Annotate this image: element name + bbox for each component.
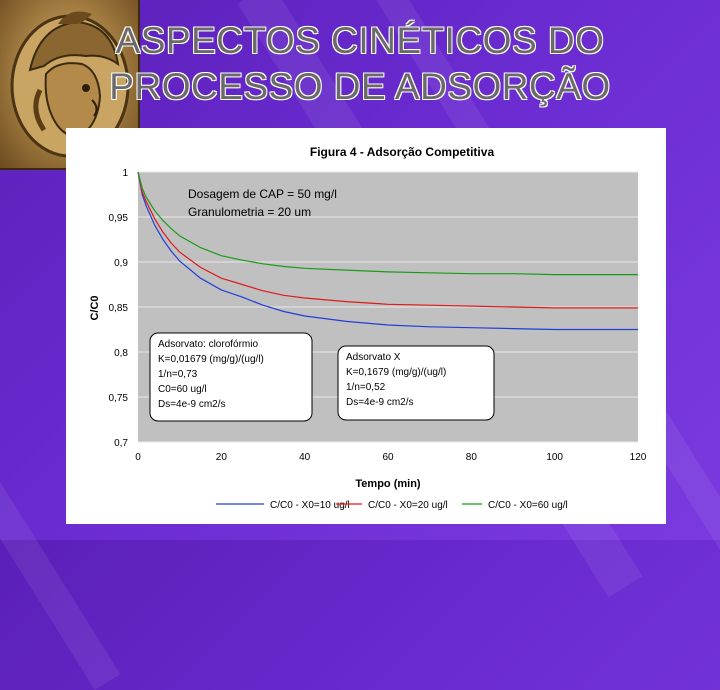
slide-title-line-1: ASPECTOS CINÉTICOS DO	[115, 20, 605, 61]
x-tick-label: 120	[630, 452, 647, 463]
legend-label-x0-60: C/C0 - X0=60 ug/l	[488, 500, 568, 511]
legend-label-x0-10: C/C0 - X0=10 ug/l	[270, 500, 350, 511]
annotation-dosage: Dosagem de CAP = 50 mg/l	[188, 187, 337, 201]
box2-line-3: 1/n=0,52	[346, 382, 386, 393]
box1-line-4: C0=60 ug/l	[158, 384, 207, 395]
series-line-2	[137, 171, 638, 309]
y-tick-label: 1	[122, 168, 128, 179]
chart-panel: Figura 4 - Adsorção Competitiva 0,7 0,75 0…	[66, 128, 666, 524]
x-tick-label: 100	[546, 452, 563, 463]
adsorption-chart: Figura 4 - Adsorção Competitiva 0,70,750…	[89, 145, 647, 511]
x-axis-label: Tempo (min)	[355, 478, 421, 490]
helmet-logo-image	[0, 0, 140, 170]
box1-line-2: K=0,01679 (mg/g)/(ug/l)	[158, 354, 264, 365]
series-line-3	[137, 171, 638, 276]
x-tick-label: 40	[299, 452, 311, 463]
box2-line-1: Adsorvato X	[346, 352, 401, 363]
chart-legend: C/C0 - X0=10 ug/l C/C0 - X0=20 ug/l C/C0…	[216, 500, 568, 511]
y-tick-label: 0,8	[114, 348, 128, 359]
box2-line-4: Ds=4e-9 cm2/s	[346, 397, 414, 408]
box1-line-3: 1/n=0,73	[158, 369, 198, 380]
chart-title: Figura 4 - Adsorção Competitiva	[310, 145, 495, 159]
x-tick-label: 80	[466, 452, 478, 463]
helmet-logo-graphic	[10, 11, 130, 158]
x-tick-label: 60	[382, 452, 394, 463]
slide-title: ASPECTOS CINÉTICOS DO PROCESSO DE ADSORÇ…	[70, 18, 650, 110]
annotation-box-chloroform: Adsorvato: clorofórmio K=0,01679 (mg/g)/…	[149, 332, 313, 422]
y-tick-label: 0,75	[109, 393, 129, 404]
y-tick-label: 0,85	[109, 303, 129, 314]
y-axis-ticks: 0,7 0,75 0,8 0,85 0,9 0,95 1	[109, 168, 129, 449]
box2-line-2: K=0,1679 (mg/g)/(ug/l)	[346, 367, 446, 378]
x-tick-label: 0	[135, 452, 141, 463]
y-tick-label: 0,95	[109, 213, 129, 224]
box1-line-1: Adsorvato: clorofórmio	[158, 339, 258, 350]
slide-title-line-2: PROCESSO DE ADSORÇÃO	[109, 66, 611, 107]
box1-line-5: Ds=4e-9 cm2/s	[158, 399, 226, 410]
annotation-granulometry: Granulometria = 20 um	[188, 205, 311, 219]
y-axis-label: C/C0	[89, 295, 101, 320]
series-lines	[137, 171, 638, 331]
x-axis-ticks: 0 20 40 60 80 100 120	[135, 452, 647, 463]
legend-label-x0-20: C/C0 - X0=20 ug/l	[368, 500, 448, 511]
x-tick-label: 20	[216, 452, 228, 463]
series-line-1	[137, 171, 638, 331]
y-tick-label: 0,9	[114, 258, 128, 269]
annotation-box-adsorbate-x: Adsorvato X K=0,1679 (mg/g)/(ug/l) 1/n=0…	[337, 345, 495, 421]
y-tick-label: 0,7	[114, 438, 128, 449]
